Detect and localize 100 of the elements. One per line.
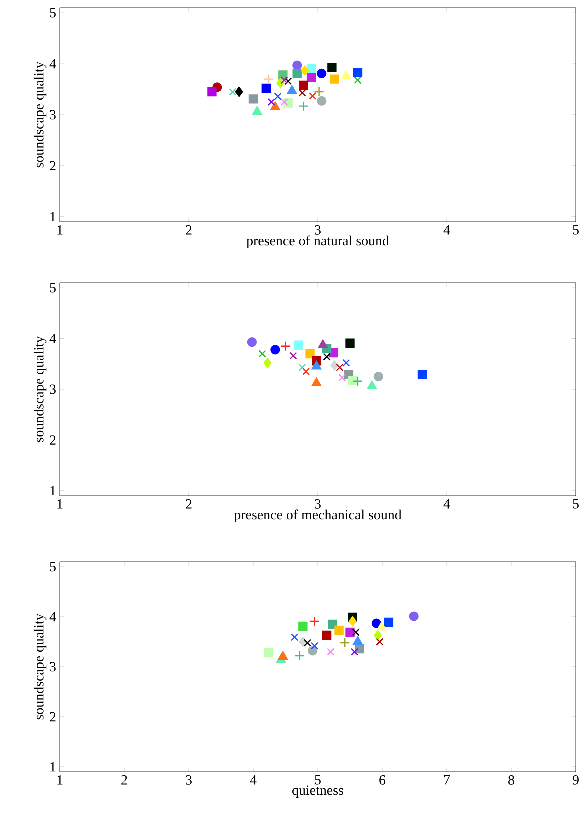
point [264, 74, 274, 84]
y-tick-label: 1 [50, 762, 56, 772]
y-axis-title: soundscape quality [34, 62, 47, 168]
point [298, 622, 308, 632]
point [336, 364, 344, 372]
point [252, 106, 262, 116]
point [317, 96, 327, 106]
point [322, 630, 332, 640]
x-tick-label: 3 [186, 776, 192, 785]
point [280, 76, 288, 84]
point [298, 101, 310, 112]
y-axis-title: soundscape quality [34, 336, 47, 442]
y-tick-label: 1 [50, 212, 56, 222]
y-tick-label: 4 [50, 612, 56, 622]
y-tick-label: 4 [50, 59, 56, 69]
point [278, 70, 288, 80]
x-tick-label: 3 [315, 226, 322, 235]
point [294, 650, 306, 662]
y-tick-label: 3 [50, 110, 56, 120]
x-tick-label: 3 [315, 500, 322, 509]
point [342, 70, 352, 80]
point [270, 102, 280, 110]
y-tick-label: 5 [50, 283, 56, 293]
point [301, 66, 310, 76]
x-tick-label: 9 [573, 776, 580, 785]
y-tick-label: 5 [50, 562, 56, 572]
point [270, 345, 280, 355]
x-tick-label: 4 [250, 776, 257, 785]
point [298, 364, 306, 372]
point [268, 98, 276, 106]
point [264, 648, 274, 658]
y-tick-label: 4 [50, 334, 56, 344]
point [352, 376, 364, 386]
point [312, 361, 322, 370]
x-tick-label: 5 [573, 226, 580, 235]
x-tick-label: 6 [380, 776, 386, 785]
point [309, 92, 317, 100]
x-tick-label: 4 [444, 500, 450, 509]
point [287, 85, 298, 94]
point [307, 73, 316, 82]
x-tick-label: 5 [573, 500, 580, 509]
point [323, 353, 331, 361]
y-tick-label: 2 [50, 161, 56, 171]
point [290, 352, 298, 360]
point [346, 338, 355, 348]
point [310, 616, 320, 627]
x-tick-label: 4 [444, 226, 450, 235]
point [294, 340, 304, 350]
point [248, 94, 258, 104]
point [318, 340, 328, 348]
y-tick-label: 3 [50, 384, 56, 394]
point [298, 89, 306, 97]
point [327, 648, 335, 656]
point [346, 628, 355, 638]
point [418, 370, 428, 380]
point [292, 69, 302, 78]
point [367, 380, 378, 390]
point [276, 78, 285, 88]
point [348, 376, 358, 386]
point [338, 374, 346, 382]
x-tick-label: 2 [186, 226, 192, 235]
point [314, 86, 324, 98]
x-tick-label: 2 [122, 776, 128, 785]
point [278, 651, 288, 660]
point [376, 638, 384, 646]
point [328, 63, 337, 72]
y-tick-label: 5 [50, 8, 56, 18]
point [351, 648, 359, 656]
point [348, 616, 357, 627]
point [258, 350, 266, 358]
point [374, 630, 382, 641]
x-tick-label: 1 [58, 776, 63, 785]
point [264, 358, 272, 368]
y-tick-label: 2 [50, 712, 56, 722]
point [248, 338, 258, 348]
x-axis-title: presence of mechanical sound [234, 510, 402, 523]
x-tick-label: 8 [508, 776, 515, 785]
point [384, 618, 394, 628]
point [312, 378, 322, 387]
point [340, 638, 350, 648]
x-tick-label: 5 [315, 776, 322, 785]
x-tick-label: 2 [186, 500, 192, 509]
point [302, 368, 310, 376]
point [229, 88, 237, 96]
y-axis-title: soundscape quality [34, 614, 47, 720]
y-tick-label: 2 [50, 436, 56, 445]
y-tick-label: 1 [50, 486, 56, 496]
point [353, 636, 364, 646]
x-tick-label: 7 [444, 776, 450, 785]
y-tick-label: 3 [50, 662, 56, 672]
point [330, 360, 339, 371]
point [334, 626, 344, 636]
point [330, 74, 340, 84]
point [354, 76, 362, 84]
point [372, 618, 382, 628]
point [306, 349, 315, 359]
point [328, 620, 338, 630]
x-tick-label: 1 [58, 225, 63, 235]
point [353, 68, 363, 78]
point [274, 92, 282, 100]
